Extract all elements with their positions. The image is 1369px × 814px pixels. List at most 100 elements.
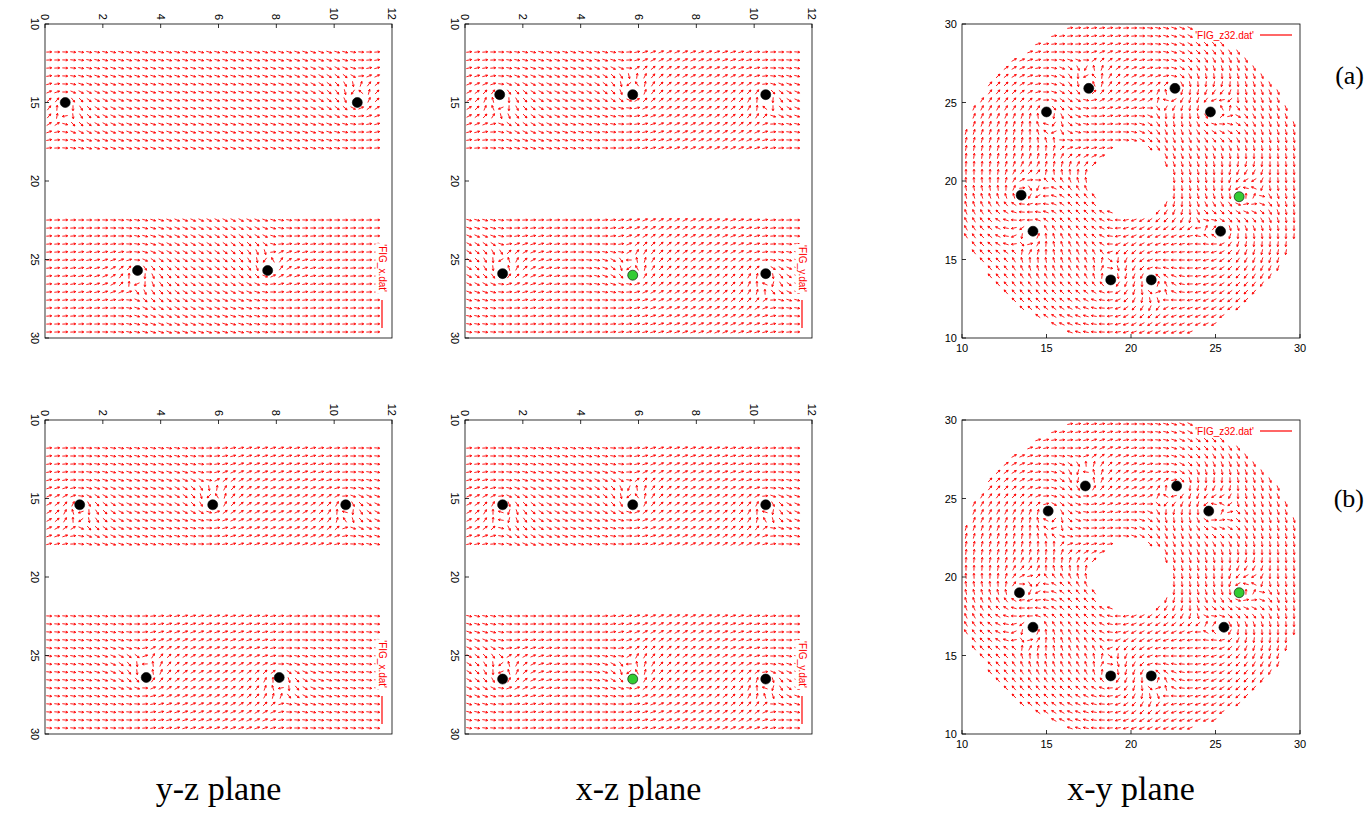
y-tick-label: 20 xyxy=(945,175,957,187)
y-tick xyxy=(45,181,49,182)
x-tick-label: 10 xyxy=(748,8,760,20)
x-tick-label: 4 xyxy=(155,410,167,416)
vortex-point xyxy=(133,265,143,275)
y-tick xyxy=(962,734,966,735)
x-tick xyxy=(638,24,639,28)
x-tick xyxy=(160,24,161,28)
x-tick xyxy=(580,420,581,424)
x-tick-label: 12 xyxy=(386,404,398,416)
y-tick-label: 20 xyxy=(449,571,461,583)
frame xyxy=(962,24,1300,338)
x-tick-label: 20 xyxy=(1125,342,1137,354)
vortex-point xyxy=(1028,226,1038,236)
x-tick xyxy=(1046,334,1047,338)
y-tick-label: 15 xyxy=(449,492,461,504)
y-tick-label: 10 xyxy=(29,414,41,426)
x-tick xyxy=(102,420,103,424)
x-tick-label: 6 xyxy=(633,14,645,20)
y-tick xyxy=(465,259,469,260)
y-tick-label: 20 xyxy=(945,571,957,583)
x-tick xyxy=(522,24,523,28)
vortex-point xyxy=(141,672,151,682)
x-tick-label: 6 xyxy=(213,14,225,20)
y-tick xyxy=(962,259,966,260)
y-tick-label: 10 xyxy=(945,332,957,344)
x-tick-label: 2 xyxy=(517,14,529,20)
vortex-point xyxy=(761,500,771,510)
y-tick xyxy=(465,420,469,421)
column-label: y-z plane xyxy=(156,770,282,807)
y-tick xyxy=(45,102,49,103)
x-tick-label: 8 xyxy=(690,410,702,416)
x-tick-label: 12 xyxy=(806,404,818,416)
vortex-point xyxy=(341,500,351,510)
vortex-point xyxy=(761,90,771,100)
vortex-point xyxy=(628,270,638,280)
vector-field xyxy=(466,447,799,730)
y-tick-label: 30 xyxy=(945,18,957,30)
y-tick-label: 25 xyxy=(945,493,957,505)
y-tick-label: 30 xyxy=(449,332,461,344)
vortex-point xyxy=(60,98,70,108)
y-tick xyxy=(962,338,966,339)
x-tick xyxy=(962,730,963,734)
y-tick xyxy=(465,24,469,25)
vortex-point xyxy=(498,269,508,279)
x-tick xyxy=(1300,730,1301,734)
vortex-point xyxy=(628,500,638,510)
plot-area xyxy=(466,51,799,334)
y-tick xyxy=(45,259,49,260)
x-tick xyxy=(218,24,219,28)
plot-area xyxy=(466,447,799,730)
x-tick-label: 15 xyxy=(1040,342,1052,354)
vortex-point xyxy=(75,500,85,510)
y-tick xyxy=(962,420,966,421)
y-tick-label: 20 xyxy=(29,175,41,187)
y-tick-label: 20 xyxy=(29,571,41,583)
legend-label: 'FIG_x.dat' xyxy=(377,640,388,688)
vortex-point xyxy=(1043,506,1053,516)
legend-key xyxy=(801,696,802,724)
vortex-point xyxy=(1204,506,1214,516)
y-tick xyxy=(45,338,49,339)
vortex-point xyxy=(628,90,638,100)
vortex-point xyxy=(1106,671,1116,681)
x-tick xyxy=(276,24,277,28)
vortex-point xyxy=(1146,671,1156,681)
y-tick-label: 10 xyxy=(449,414,461,426)
y-tick xyxy=(465,102,469,103)
frame xyxy=(45,420,392,734)
vortex-point xyxy=(761,269,771,279)
legend-background xyxy=(1194,425,1255,438)
x-tick xyxy=(812,24,813,28)
vortex-point xyxy=(1014,588,1024,598)
vortex-point xyxy=(498,500,508,510)
panel: 10152025301015202530'FIG_z32.dat' xyxy=(945,414,1306,750)
y-tick-label: 15 xyxy=(29,492,41,504)
vortex-point xyxy=(1106,275,1116,285)
y-tick xyxy=(962,577,966,578)
vortex-point xyxy=(1016,190,1026,200)
vortex-point xyxy=(1146,275,1156,285)
x-tick-label: 25 xyxy=(1209,738,1221,750)
legend-label: 'FIG_z32.dat' xyxy=(1195,30,1254,41)
vortex-point xyxy=(1172,481,1182,491)
column-label: x-y plane xyxy=(1067,770,1194,807)
x-tick xyxy=(334,24,335,28)
x-tick xyxy=(754,24,755,28)
x-tick-label: 10 xyxy=(328,404,340,416)
vortex-point xyxy=(1216,226,1226,236)
x-tick-label: 6 xyxy=(633,410,645,416)
x-tick-label: 10 xyxy=(328,8,340,20)
y-tick xyxy=(45,498,49,499)
vortex-point xyxy=(1080,481,1090,491)
x-tick xyxy=(1046,730,1047,734)
x-tick-label: 8 xyxy=(270,14,282,20)
x-tick xyxy=(392,24,393,28)
legend-background xyxy=(796,244,809,293)
y-tick-label: 30 xyxy=(449,728,461,740)
vortex-point xyxy=(1234,192,1244,202)
x-tick-label: 12 xyxy=(386,8,398,20)
frame xyxy=(465,24,812,338)
x-tick-label: 2 xyxy=(517,410,529,416)
